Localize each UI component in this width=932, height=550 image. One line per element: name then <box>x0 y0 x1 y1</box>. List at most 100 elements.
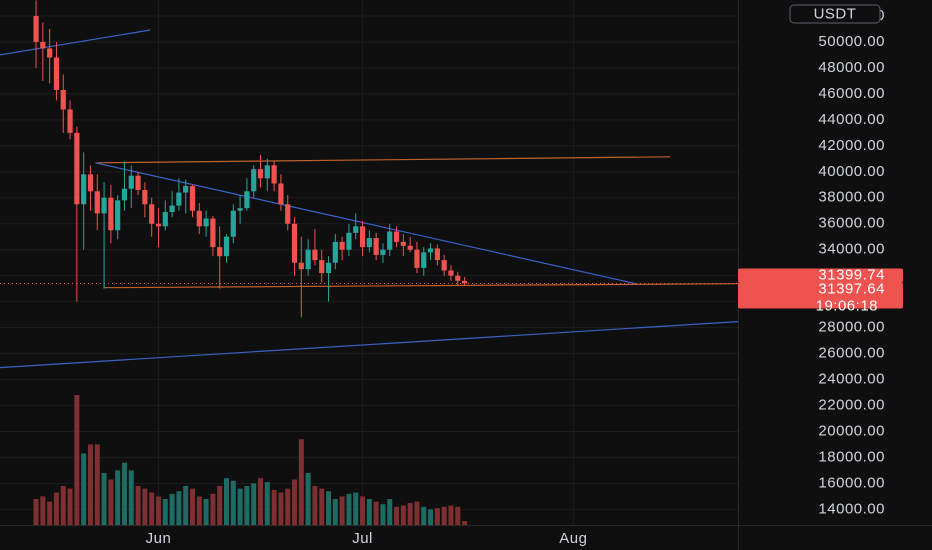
candle-body <box>223 236 230 257</box>
candle-body <box>427 248 434 253</box>
volume-bar <box>387 499 393 525</box>
candle-body <box>183 186 189 193</box>
candle-body <box>400 241 406 246</box>
y-tick-label: 50000.00 <box>818 33 885 50</box>
y-tick-label: 42000.00 <box>818 137 885 154</box>
candle-body <box>33 15 39 42</box>
candle-body <box>353 226 359 233</box>
candle-body <box>373 238 379 255</box>
volume-bar <box>285 488 291 525</box>
volume-bar <box>224 478 230 525</box>
candle-body <box>128 175 134 189</box>
volume-bar <box>394 506 400 525</box>
candle-body <box>278 183 284 205</box>
trend-line <box>0 321 739 369</box>
candle-body <box>305 249 311 270</box>
volume-bar <box>121 462 127 525</box>
volume-bar <box>81 453 87 525</box>
y-tick-label: 48000.00 <box>818 59 885 76</box>
candle-body <box>196 210 202 227</box>
candle-body <box>47 48 53 58</box>
candle-body <box>380 249 386 255</box>
candle-body <box>237 208 243 211</box>
y-tick-label: 46000.00 <box>818 85 885 102</box>
countdown: 19:06:18 <box>816 297 878 314</box>
candle-body <box>108 197 114 231</box>
candle-body <box>210 218 216 248</box>
volume-bar <box>264 482 270 525</box>
volume-bar <box>189 488 195 525</box>
candle-body <box>257 169 264 179</box>
volume-bar <box>319 488 325 525</box>
y-tick-label: 40000.00 <box>818 163 885 180</box>
candle-body <box>203 218 209 227</box>
volume-bar <box>155 496 161 525</box>
volume-bar <box>414 501 420 525</box>
volume-bar <box>421 506 427 525</box>
volume-bar <box>373 501 379 525</box>
candle-body <box>142 189 148 205</box>
volume-bar <box>128 470 134 525</box>
volume-bar <box>332 499 338 525</box>
candle-body <box>312 249 318 261</box>
candle-body <box>271 165 277 184</box>
volume-bar <box>230 480 236 525</box>
y-tick-label: 20000.00 <box>818 422 885 439</box>
volume-bar <box>53 492 59 525</box>
volume-bar <box>448 505 454 525</box>
price-label-box <box>738 282 903 309</box>
volume-bar <box>33 499 39 525</box>
volume-bar <box>115 470 121 525</box>
candle-body <box>346 232 352 250</box>
volume-bar <box>217 486 223 525</box>
candle-body <box>339 241 345 250</box>
y-tick-label: 28000.00 <box>818 319 885 336</box>
currency-badge[interactable] <box>789 4 881 24</box>
volume-bar <box>366 499 372 525</box>
candle-body <box>149 204 155 224</box>
volume-bar <box>108 479 114 525</box>
volume-bar <box>94 444 100 525</box>
candle-body <box>434 248 440 261</box>
candle-body <box>115 200 121 231</box>
volume-bar <box>312 486 318 525</box>
candle-body <box>455 275 461 281</box>
volume-bar <box>353 492 359 525</box>
price-label-box <box>738 268 903 283</box>
candle-body <box>421 252 427 268</box>
volume-bar <box>149 492 155 525</box>
y-tick-label: 24000.00 <box>818 371 885 388</box>
candle-body <box>67 109 73 133</box>
y-tick-label: 16000.00 <box>818 474 885 491</box>
volume-bar <box>101 473 107 525</box>
price-label: 31397.64 <box>818 280 885 297</box>
candle-body <box>230 210 236 237</box>
volume-bar <box>339 496 345 525</box>
candle-body <box>40 41 46 49</box>
volume-bar <box>67 488 73 525</box>
volume-bar <box>169 493 175 525</box>
y-tick-label: 14000.00 <box>818 500 885 517</box>
candle-body <box>217 247 223 257</box>
candle-body <box>366 238 372 248</box>
candle-body <box>162 212 168 227</box>
candle-body <box>60 89 66 110</box>
candle-body <box>94 191 100 214</box>
candle-body <box>155 223 162 227</box>
y-tick-label: 44000.00 <box>818 111 885 128</box>
volume-bar <box>258 478 264 525</box>
candle-body <box>407 245 413 250</box>
volume-bar <box>455 506 461 525</box>
volume-bar <box>360 496 366 525</box>
candle-body <box>135 175 141 190</box>
candle-body <box>169 205 175 213</box>
y-tick-label: 36000.00 <box>818 215 885 232</box>
volume-bar <box>162 499 168 525</box>
volume-bar <box>428 509 434 525</box>
volume-bar <box>441 506 447 525</box>
candle-body <box>359 226 366 248</box>
candle-body <box>387 231 393 250</box>
trend-line <box>0 29 151 56</box>
